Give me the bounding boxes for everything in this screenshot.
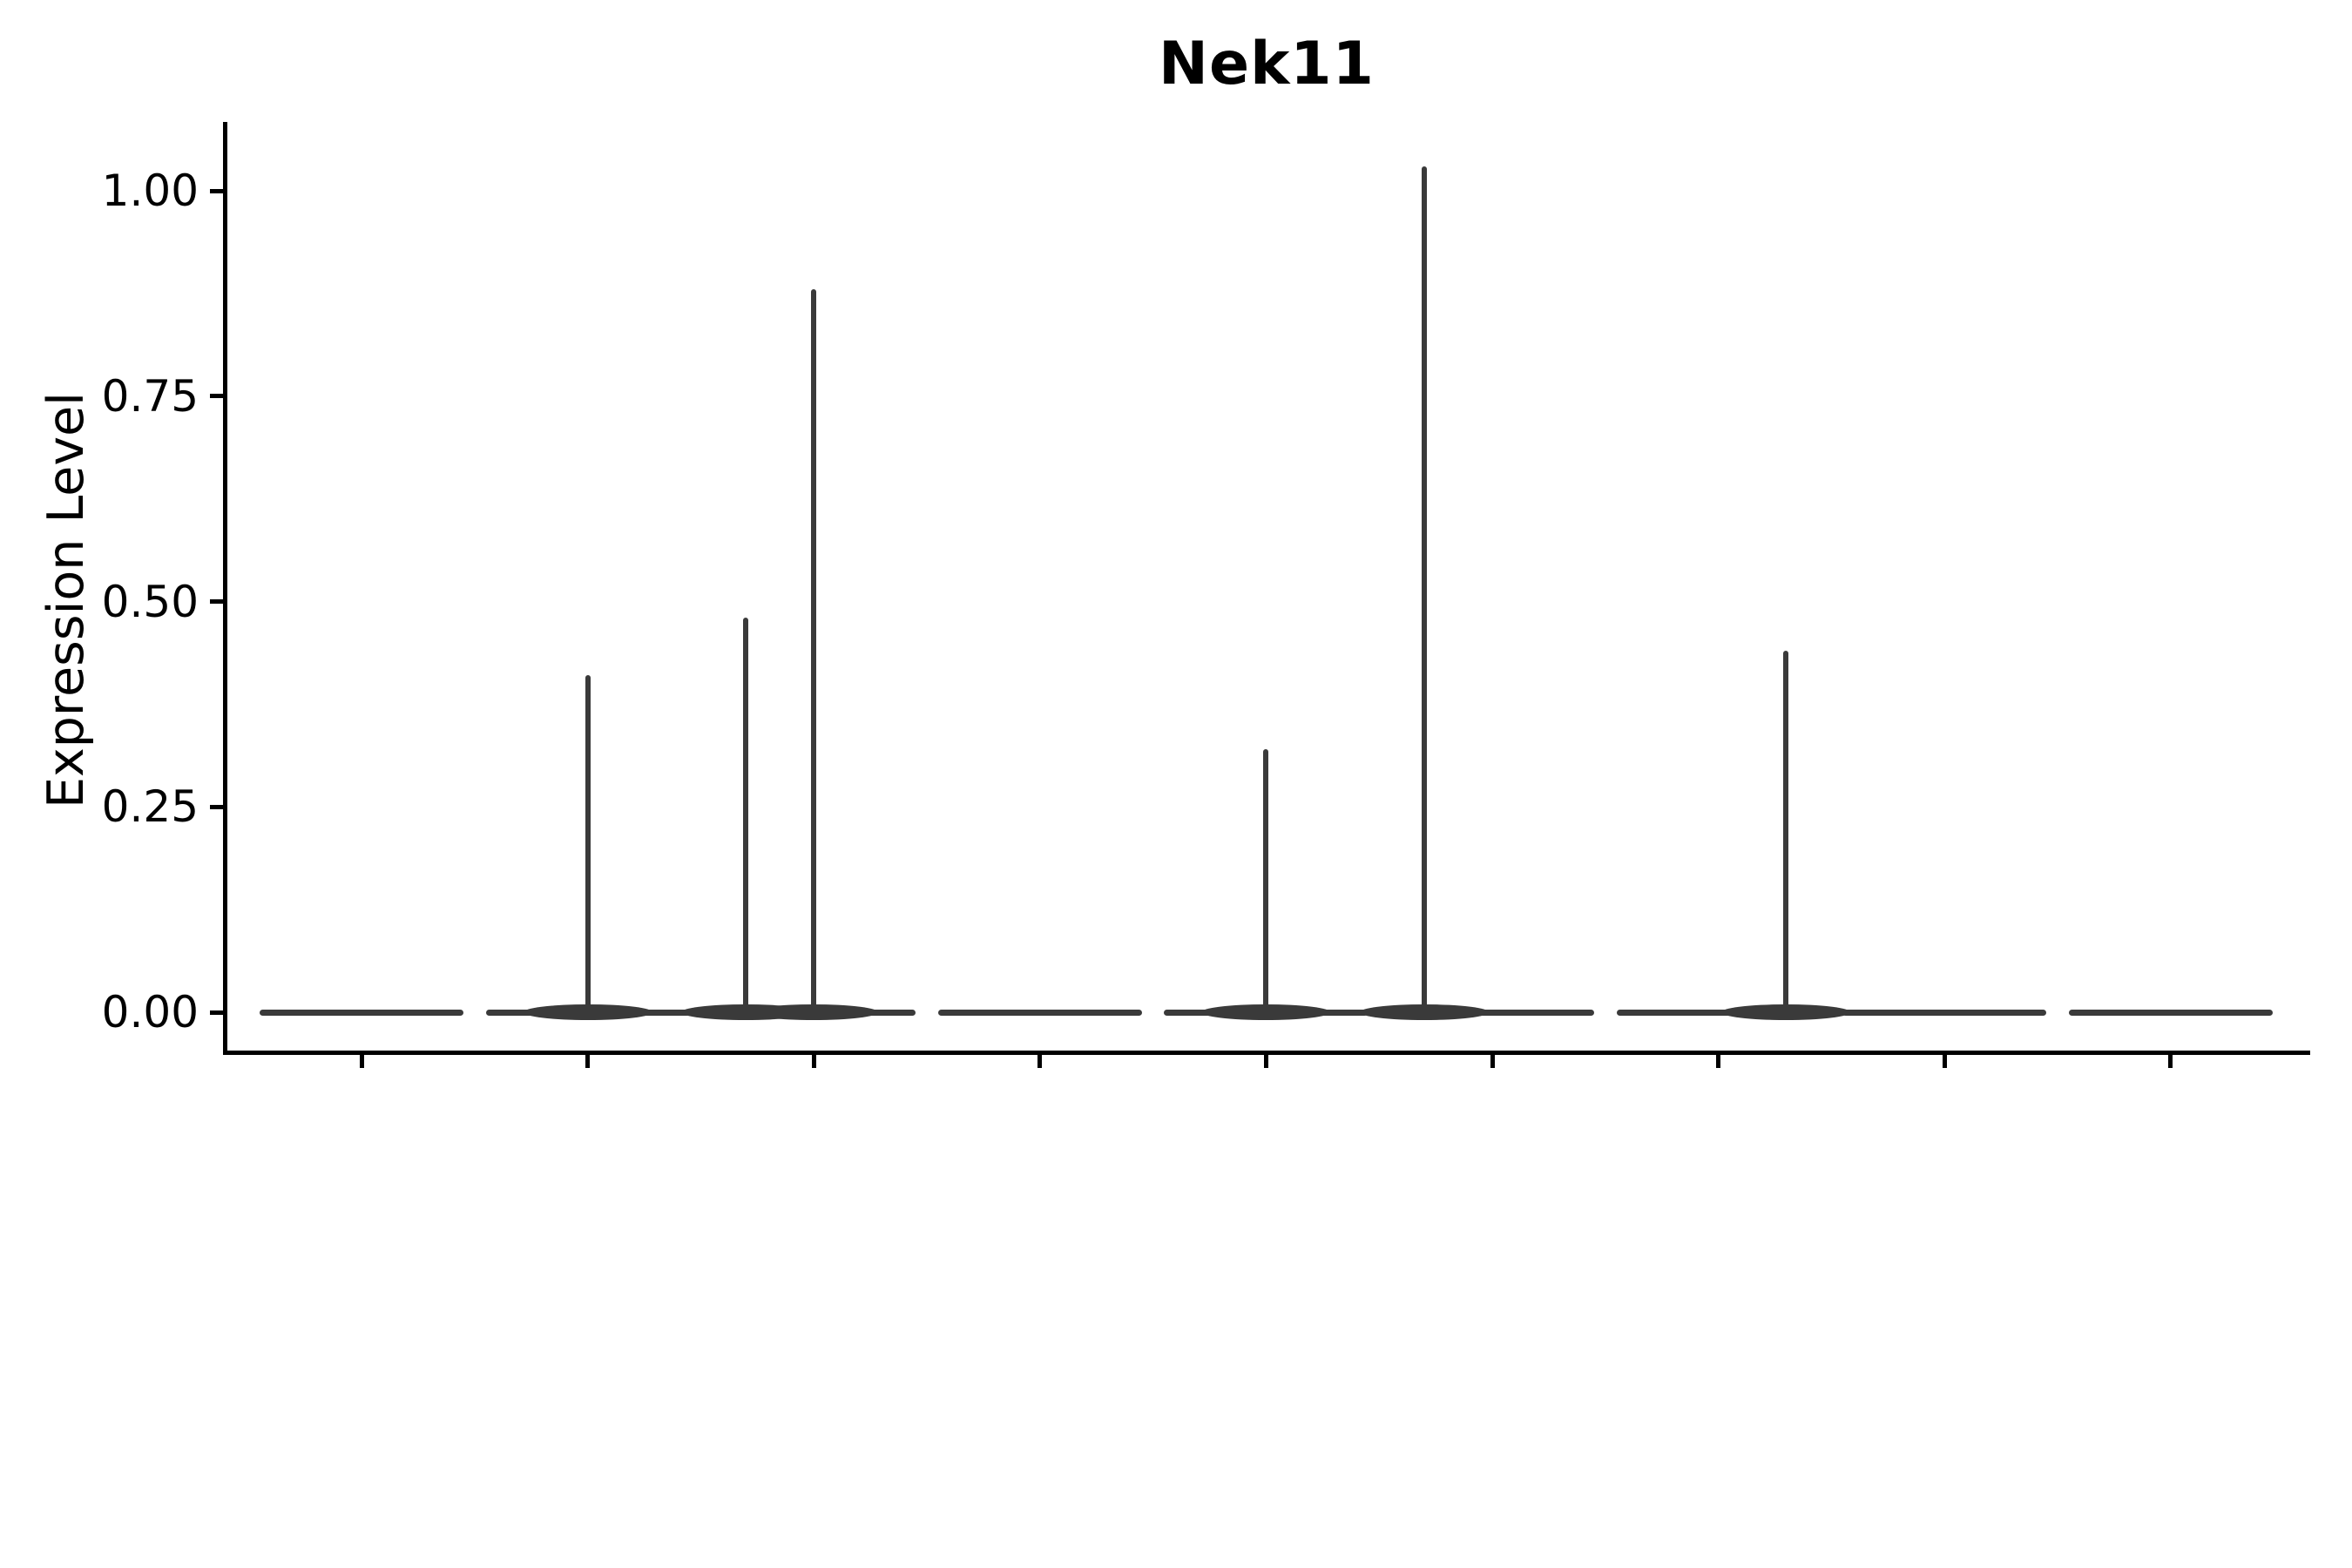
violin-baseline-bar xyxy=(1616,1009,1821,1016)
violin-baseline-bar xyxy=(1164,1009,1369,1016)
violin-baseline-bar xyxy=(2068,1009,2273,1016)
y-tick-mark xyxy=(210,599,223,604)
violin-spike xyxy=(1422,166,1428,1016)
violin-spike xyxy=(1783,651,1789,1016)
violin-spike xyxy=(585,675,591,1016)
y-tick-label: 0.25 xyxy=(101,781,199,833)
y-tick-label: 0.50 xyxy=(101,576,199,627)
violin-baseline-bar xyxy=(712,1009,916,1016)
x-tick-mark xyxy=(1490,1055,1495,1068)
x-tick-mark xyxy=(1037,1055,1043,1068)
chart-title: Nek11 xyxy=(1159,30,1375,98)
x-tick-mark xyxy=(1942,1055,1947,1068)
y-tick-mark xyxy=(210,1010,223,1015)
x-axis-spine xyxy=(223,1051,2310,1055)
violin-baseline-bar xyxy=(937,1009,1142,1016)
y-axis-spine xyxy=(223,122,227,1055)
x-tick-mark xyxy=(359,1055,364,1068)
violin-spike xyxy=(1263,749,1269,1016)
violin-spike xyxy=(743,618,749,1016)
x-tick-mark xyxy=(811,1055,816,1068)
y-tick-mark xyxy=(210,188,223,193)
y-tick-mark xyxy=(210,804,223,809)
violin-baseline-bar xyxy=(485,1009,690,1016)
x-tick-mark xyxy=(1263,1055,1268,1068)
violin-baseline-bar xyxy=(1390,1009,1594,1016)
x-tick-mark xyxy=(585,1055,591,1068)
x-tick-mark xyxy=(1716,1055,1721,1068)
violin-baseline-bar xyxy=(1842,1009,2047,1016)
y-tick-label: 0.75 xyxy=(101,370,199,422)
y-tick-label: 0.00 xyxy=(101,987,199,1037)
y-tick-mark xyxy=(210,394,223,399)
x-tick-mark xyxy=(2168,1055,2173,1068)
violin-spike xyxy=(811,289,817,1016)
violin-baseline-bar xyxy=(260,1009,463,1016)
y-tick-label: 1.00 xyxy=(101,166,199,216)
